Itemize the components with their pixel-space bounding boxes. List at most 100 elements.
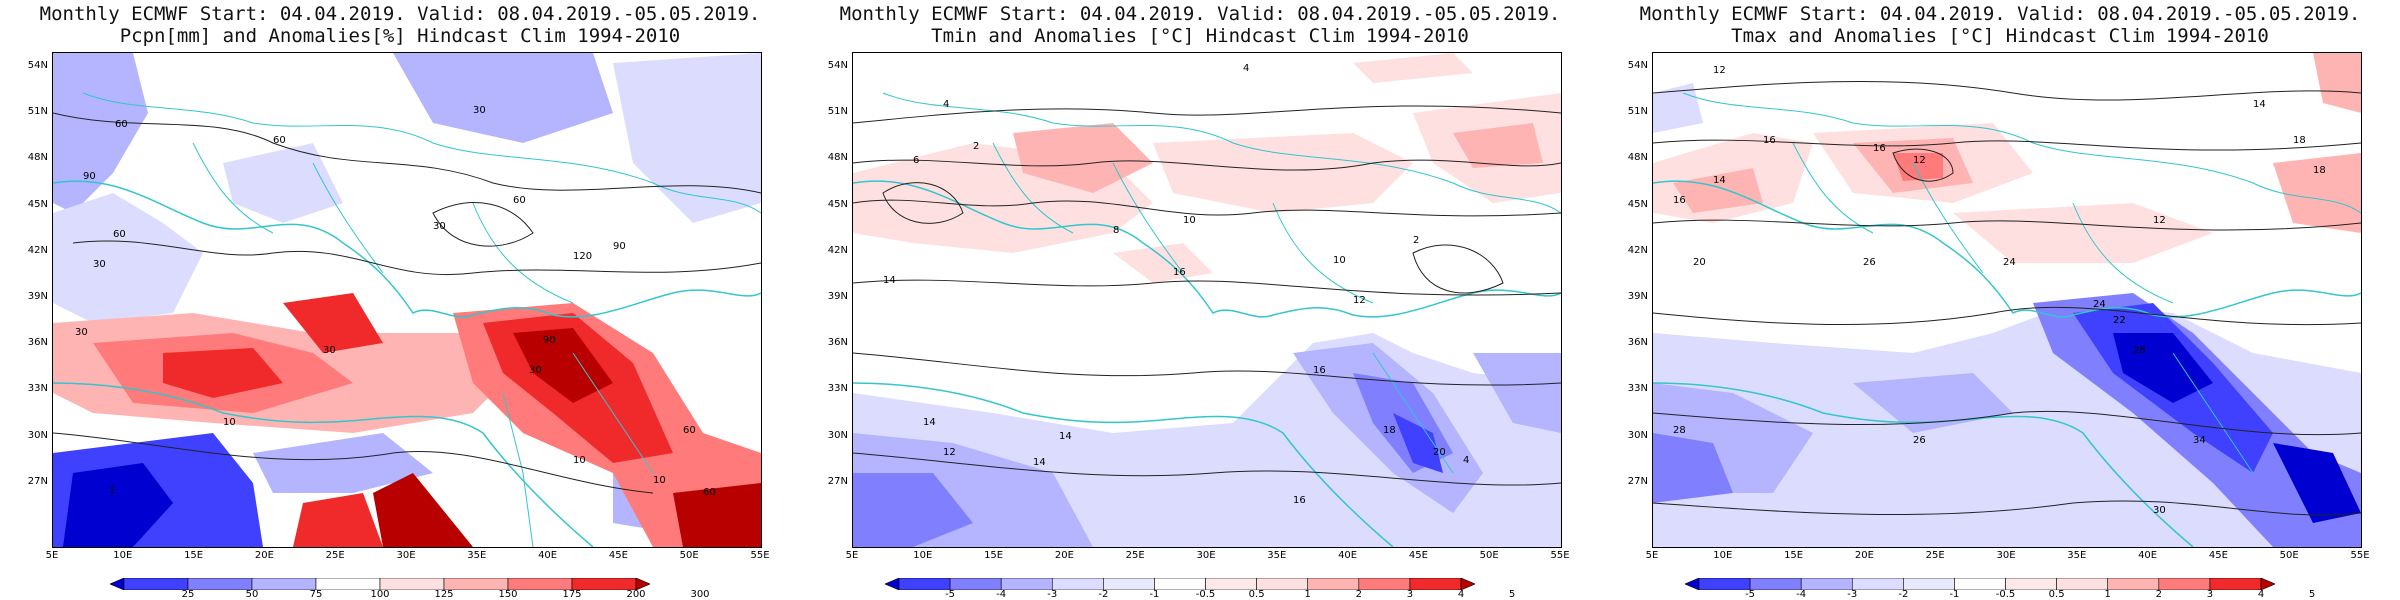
contour-line <box>853 352 1561 386</box>
contour-label: 10 <box>653 475 666 486</box>
lon-tick-label: 30E <box>396 550 416 561</box>
map-tmin: 4 4 2 6 10 8 10 12 14 16 14 14 12 18 14 … <box>852 52 1562 548</box>
contour-line <box>1653 80 2361 101</box>
lat-tick-label: 33N <box>1627 383 1648 395</box>
lat-tick-label: 42N <box>1627 244 1648 256</box>
coastline <box>53 180 761 318</box>
anomaly-area <box>2273 443 2361 523</box>
contour-line <box>853 105 1561 124</box>
lon-tick-label: 5E <box>45 550 59 561</box>
colorbar-arrow-high <box>1460 577 1476 591</box>
contour-line <box>882 182 1504 294</box>
contour-label: 24 <box>2003 257 2016 268</box>
lon-tick-label: 5E <box>845 550 859 561</box>
lon-tick-label: 45E <box>2208 550 2228 561</box>
colorbar <box>1684 575 2276 591</box>
lon-tick-label: 25E <box>1925 550 1945 561</box>
anomaly-area <box>2113 333 2213 403</box>
contour-label: 30 <box>433 221 446 232</box>
contour-label: 10 <box>1333 255 1346 266</box>
lon-tick-label: 35E <box>2067 550 2087 561</box>
lat-tick-label: 33N <box>827 383 848 395</box>
contour-label: 14 <box>1713 175 1726 186</box>
contour-label: 1 <box>109 485 115 496</box>
lon-tick-label: 35E <box>467 550 487 561</box>
lon-tick-label: 35E <box>1267 550 1287 561</box>
colorbar-tick-label: 175 <box>562 589 582 600</box>
lat-tick-label: 45N <box>27 198 48 210</box>
lon-tick-label: 45E <box>608 550 628 561</box>
anomaly-area <box>513 328 613 403</box>
lon-tick-label: 40E <box>538 550 558 561</box>
lat-tick-label: 42N <box>827 244 848 256</box>
lon-tick-label: 50E <box>2279 550 2299 561</box>
contour-label: 28 <box>1673 425 1686 436</box>
anomaly-area <box>1893 153 1943 181</box>
border-line <box>82 92 761 214</box>
lat-tick-label: 51N <box>1627 106 1648 118</box>
colorbar-graphic <box>884 577 1476 591</box>
lon-tick-label: 55E <box>1550 550 1570 561</box>
anomaly-area <box>283 293 383 353</box>
colorbar-tick-label: 0.5 <box>2048 589 2065 600</box>
colorbar-tick-label: -2 <box>1098 589 1109 600</box>
colorbar-arrow-high <box>2260 577 2276 591</box>
colorbar-tick-label: -1 <box>1149 589 1160 600</box>
colorbar-tick-label: 100 <box>370 589 390 600</box>
colorbar-tick-label: 1 <box>1304 589 1311 600</box>
contour-label: 90 <box>613 241 626 252</box>
colorbar-tick-label: -0.5 <box>1995 589 2016 600</box>
contour-label: 90 <box>543 335 556 346</box>
lon-tick-label: 5E <box>1645 550 1659 561</box>
contour-label: 30 <box>529 365 542 376</box>
panel-precipitation: Monthly ECMWF Start: 04.04.2019. Valid: … <box>0 0 800 600</box>
colorbar-tick-label: -2 <box>1898 589 1909 600</box>
lon-tick-label: 40E <box>1338 550 1358 561</box>
anomaly-area <box>1393 413 1443 473</box>
lon-tick-label: 10E <box>1713 550 1733 561</box>
contour-label: 16 <box>1673 195 1686 206</box>
border-line <box>992 142 1454 474</box>
coastline <box>53 382 594 547</box>
contour-label: 30 <box>323 345 336 356</box>
lat-tick-label: 54N <box>1627 60 1648 71</box>
contour-label: 2 <box>1413 235 1419 246</box>
colorbar-tick-label: -4 <box>996 589 1007 600</box>
contour-line <box>853 279 1561 296</box>
lon-tick-label: 20E <box>1054 550 1074 561</box>
border-line <box>1792 142 2254 474</box>
colorbar-tick-label: 25 <box>181 589 195 600</box>
anomaly-area <box>1353 53 1473 83</box>
lon-tick-label: 20E <box>254 550 274 561</box>
anomaly-area <box>163 348 283 398</box>
lat-tick-label: 54N <box>827 60 848 71</box>
lon-tick-label: 25E <box>1125 550 1145 561</box>
lon-tick-label: 15E <box>984 550 1004 561</box>
lat-tick-label: 51N <box>827 106 848 118</box>
contour-label: 4 <box>1243 63 1249 74</box>
anomaly-area <box>53 193 203 323</box>
contour-label: 14 <box>883 275 896 286</box>
anomaly-area <box>393 53 613 143</box>
contour-line <box>53 112 761 194</box>
lon-tick-label: 30E <box>1996 550 2016 561</box>
colorbar-tick-label: 300 <box>690 589 710 600</box>
contour-label: 120 <box>573 251 592 262</box>
colorbar-tick-label: 2 <box>2155 589 2162 600</box>
colorbar-tick-label: -3 <box>1047 589 1058 600</box>
colorbar-tick-label: 50 <box>245 589 259 600</box>
contour-line <box>1653 500 2361 516</box>
contour-label: 18 <box>2313 165 2326 176</box>
colorbar-tick-label: 1 <box>2104 589 2111 600</box>
colorbar <box>109 575 651 591</box>
lat-tick-label: 27N <box>1627 475 1648 487</box>
contour-label: 16 <box>1173 267 1186 278</box>
colorbar-tick-label: 4 <box>2257 589 2265 600</box>
lat-tick-label: 30N <box>827 429 848 441</box>
anomaly-area <box>53 53 148 213</box>
colorbar-arrow-low <box>1684 577 1700 591</box>
contour-label: 60 <box>683 425 696 436</box>
lat-tick-label: 45N <box>827 198 848 210</box>
map-precipitation: 60 60 90 30 60 90 30 60 120 90 10 30 10 … <box>52 52 762 548</box>
contour-label: 12 <box>943 447 956 458</box>
